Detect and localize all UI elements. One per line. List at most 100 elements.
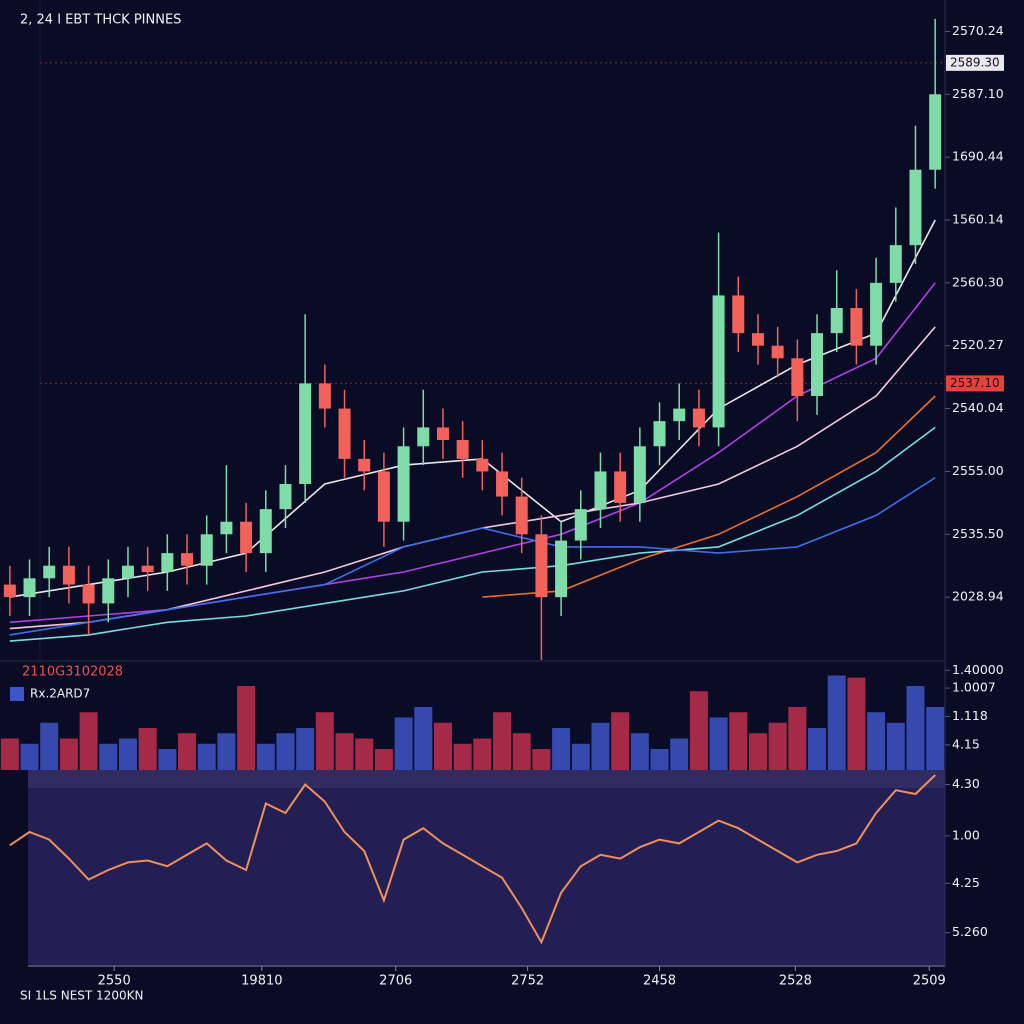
y-tick-label: 2555.00 [952,463,1004,478]
candle-body [102,578,115,604]
x-tick-label: 2752 [511,974,544,989]
candle-body [791,358,804,396]
legend-swatch [10,687,24,701]
volume-bar [827,675,846,770]
moving-average [9,477,936,636]
y-tick-label: 2570.24 [952,23,1004,38]
volume-bar [20,743,39,770]
candle-body [456,440,469,459]
volume-bar [768,722,787,770]
volume-bar [414,707,433,770]
volume-bar [748,733,767,770]
volume-bar [670,738,689,770]
candle-body [653,421,666,447]
y-tick-label: 4.15 [952,736,980,751]
y-tick-label: 2535.50 [952,526,1004,541]
candle-body [751,333,764,346]
y-tick-label: 2587.10 [952,86,1004,101]
price-marker [946,54,1004,71]
candle-body [220,521,233,535]
y-tick-label: 1690.44 [952,149,1004,164]
candle-body [82,584,95,604]
candle-body [555,540,568,598]
volume-bar [552,728,571,770]
candle-body [121,565,134,579]
candle-body [515,496,528,535]
volume-bar [296,728,315,770]
candle-body [574,509,587,541]
volume-bar [729,712,748,770]
volume-bar [867,712,886,770]
price-marker-label: 2537.10 [950,376,1000,390]
moving-average [9,426,936,642]
candle-body [200,534,213,566]
panel-band [28,770,945,788]
candle-body [870,282,883,346]
y-tick-label: 1560.14 [952,212,1004,227]
candle-body [476,458,489,472]
volume-bar [650,749,669,770]
volume-bar [217,733,236,770]
x-tick-label: 2528 [779,974,812,989]
candle-body [811,333,824,396]
candle-body [732,295,745,334]
volume-bar [118,738,137,770]
candle-body [496,471,509,497]
volume-bar [886,722,905,770]
candle-body [712,295,725,428]
candle-body [141,565,154,572]
candle-body [614,471,627,503]
y-tick-label: 2520.27 [952,337,1004,352]
candle-body [259,509,272,554]
candle-body [692,408,705,428]
candle-body [318,383,331,409]
y-tick-label: 1.00 [952,827,980,842]
volume-bar [256,743,275,770]
candle-body [673,408,686,422]
volume-bar [630,733,649,770]
volume-bar [276,733,295,770]
candle-body [850,308,863,346]
y-tick-label: 1.118 [952,708,988,723]
volume-bar [0,738,19,770]
oscillator-line [9,774,936,945]
volume-bar [906,686,925,770]
candle-body [889,245,902,283]
volume-bar [611,712,630,770]
y-tick-label: 2540.04 [952,400,1004,415]
volume-bar [178,733,197,770]
candle-body [377,471,390,522]
volume-bar [335,733,354,770]
candle-body [633,446,646,503]
volume-bar [237,686,256,770]
candle-body [929,94,942,170]
candle-body [62,565,75,585]
volume-bar [709,717,728,770]
y-tick-label: 2028.94 [952,589,1004,604]
volume-bar [79,712,98,770]
x-tick-label: 2458 [643,974,676,989]
candle-body [43,565,56,579]
legend-label: Rx.2ARD7 [30,687,90,701]
volume-bar [374,749,393,770]
price-marker [946,375,1004,392]
candle-body [240,521,253,554]
candle-body [161,553,174,572]
volume-bar [158,749,177,770]
volume-bar [138,728,157,770]
y-tick-label: 1.40000 [952,662,1004,677]
volume-bar [433,722,452,770]
volume-bar [926,707,945,770]
candle-body [417,427,430,447]
volume-bar [315,712,334,770]
candle-body [436,427,449,440]
candle-body [535,534,548,598]
y-tick-label: 4.30 [952,776,980,791]
volume-bar [808,728,827,770]
oscillator-panel [28,788,945,965]
volume-bar [99,743,118,770]
candle-body [909,169,922,246]
volume-bar [847,677,866,770]
candle-body [338,408,351,459]
